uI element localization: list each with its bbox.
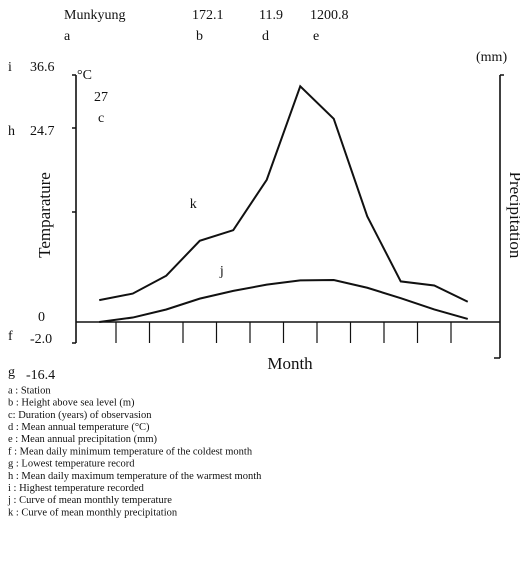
- right-axis: [494, 74, 504, 359]
- years: 27: [94, 90, 108, 105]
- highest: 36.6: [30, 60, 55, 75]
- letter: f: [8, 329, 13, 344]
- max-warmest: 24.7: [30, 124, 55, 139]
- x-label: Month: [267, 354, 313, 373]
- series-line: [99, 84, 469, 303]
- height: 172.1: [192, 8, 224, 23]
- annual-precip: 1200.8: [310, 8, 349, 23]
- letter: d: [262, 29, 269, 44]
- lowest: -16.4: [26, 368, 55, 383]
- legend-item: f : Mean daily minimum temperature of th…: [8, 446, 253, 457]
- y2-label: Precipitation: [506, 172, 520, 259]
- legend-item: c: Duration (years) of observasion: [8, 410, 152, 421]
- y-label: Temparature: [35, 172, 54, 258]
- letter: e: [313, 29, 319, 44]
- series-line: [99, 279, 469, 324]
- letter: i: [8, 60, 12, 75]
- zero: 0: [38, 310, 45, 325]
- series-label: j: [219, 264, 224, 279]
- letter: h: [8, 124, 15, 139]
- legend-item: h : Mean daily maximum temperature of th…: [8, 471, 262, 482]
- letter: g: [8, 365, 15, 380]
- legend-item: k : Curve of mean monthly precipitation: [8, 507, 178, 518]
- station: Munkyung: [64, 8, 125, 23]
- legend-item: a : Station: [8, 385, 51, 396]
- letter: b: [196, 29, 203, 44]
- mean-temp: 11.9: [259, 8, 283, 23]
- precip-unit: (mm): [476, 50, 507, 65]
- legend-item: d : Mean annual temperature (°C): [8, 422, 150, 433]
- legend-item: g : Lowest temperature record: [8, 459, 135, 470]
- temp-unit: °C: [77, 68, 92, 83]
- legend-item: e : Mean annual precipitation (mm): [8, 434, 157, 445]
- legend: a : Station b : Height above sea level (m…: [7, 385, 262, 518]
- min-coldest: -2.0: [30, 332, 52, 347]
- left-axis: [72, 74, 77, 344]
- header: Munkyung 172.1 11.9 1200.8 a b d e: [64, 8, 349, 44]
- series-label: k: [190, 197, 197, 212]
- letter: a: [64, 29, 71, 44]
- letter: c: [98, 111, 104, 126]
- legend-item: b : Height above sea level (m): [8, 398, 135, 409]
- legend-item: i : Highest temperature recorded: [8, 483, 145, 494]
- legend-item: j : Curve of mean monthly temperature: [7, 495, 172, 506]
